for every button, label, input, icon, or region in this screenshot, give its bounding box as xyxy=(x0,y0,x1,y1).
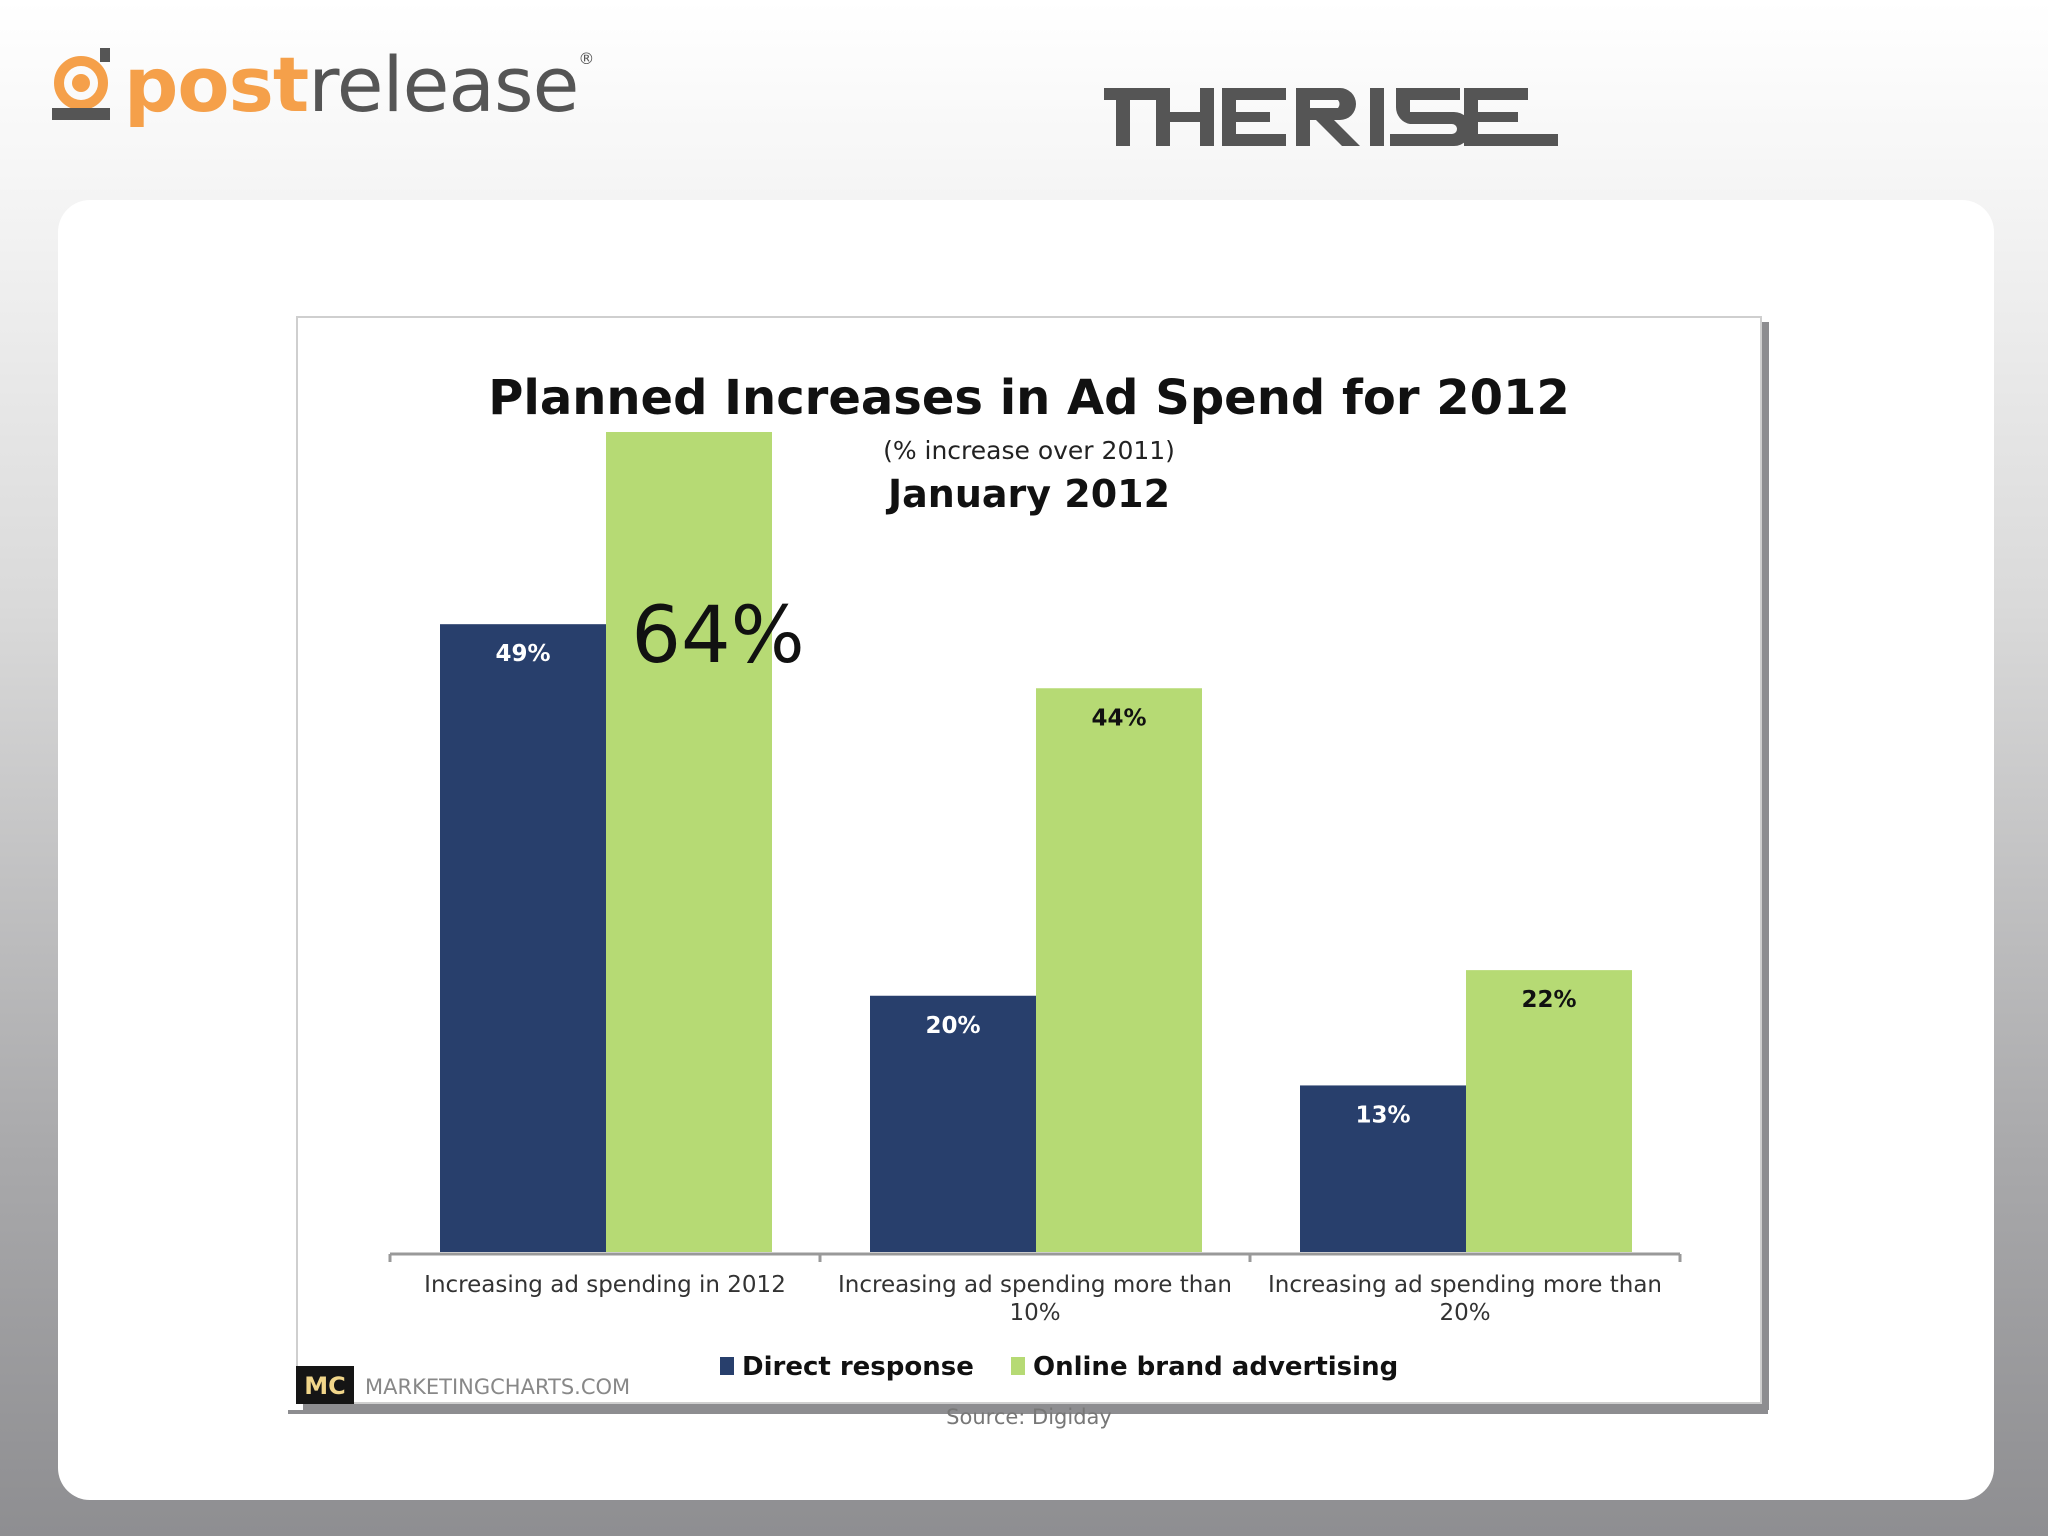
bar-direct-response-3 xyxy=(1300,1085,1466,1252)
postrelease-wordmark: postrelease® xyxy=(124,47,594,123)
callout-64-percent: 64% xyxy=(631,591,804,681)
category-label-2: Increasing ad spending more than xyxy=(838,1272,1232,1298)
bar-value-label: 44% xyxy=(1091,705,1146,731)
the-rise-wordmark-icon xyxy=(1104,88,1558,146)
bar-value-label: 49% xyxy=(495,641,550,667)
bar-online-brand-1 xyxy=(606,432,772,1252)
brand-name-part2: release xyxy=(308,40,579,129)
the-rise-logo xyxy=(1104,86,1558,148)
postrelease-target-icon xyxy=(52,46,110,124)
category-label-2: 10% xyxy=(1009,1300,1060,1326)
category-label-1: Increasing ad spending in 2012 xyxy=(424,1272,786,1298)
bar-labels-group: 49% 20% 44% 13% 22% xyxy=(495,641,1576,1128)
postrelease-logo: postrelease® xyxy=(52,40,594,130)
brand-name-part1: post xyxy=(124,40,309,129)
mc-site-text: MARKETINGCHARTS.COM xyxy=(365,1375,630,1399)
bar-direct-response-2 xyxy=(870,995,1036,1252)
bar-direct-response-1 xyxy=(440,624,606,1252)
bar-value-label: 22% xyxy=(1521,987,1576,1013)
bar-value-label: 13% xyxy=(1355,1102,1410,1128)
marketingcharts-badge: MC MARKETINGCHARTS.COM xyxy=(296,1366,630,1404)
legend-label-online-brand: Online brand advertising xyxy=(1033,1352,1398,1382)
legend-label-direct-response: Direct response xyxy=(742,1352,974,1382)
bar-online-brand-3 xyxy=(1466,970,1632,1252)
bar-online-brand-2 xyxy=(1036,688,1202,1252)
mc-badge-box xyxy=(296,1366,354,1404)
chart-legend: Direct response Online brand advertising xyxy=(720,1352,1398,1382)
chart-title: Planned Increases in Ad Spend for 2012 xyxy=(488,370,1570,426)
chart-subtitle: (% increase over 2011) xyxy=(883,436,1175,465)
category-label-3: Increasing ad spending more than xyxy=(1268,1272,1662,1298)
x-axis-category-labels: Increasing ad spending in 2012 Increasing… xyxy=(424,1272,1662,1326)
mc-badge-text: MC xyxy=(304,1372,346,1400)
chart-date: January 2012 xyxy=(885,472,1170,516)
legend-swatch-direct-response xyxy=(720,1357,734,1375)
bars-group xyxy=(440,432,1632,1252)
bar-value-label: 20% xyxy=(925,1013,980,1039)
source-text: Source: Digiday xyxy=(946,1405,1112,1429)
x-axis-ticks xyxy=(388,1254,1682,1262)
category-label-3: 20% xyxy=(1439,1300,1490,1326)
registered-mark: ® xyxy=(578,49,594,68)
legend-swatch-online-brand xyxy=(1011,1357,1025,1375)
